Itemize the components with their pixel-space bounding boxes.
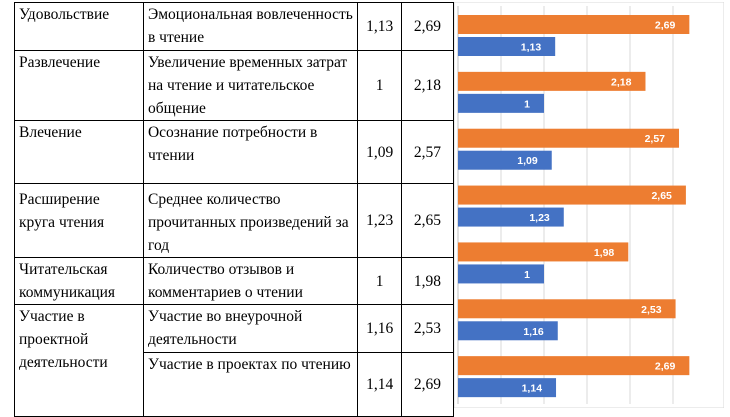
bar (458, 150, 552, 170)
bar (458, 242, 629, 262)
bar (458, 93, 544, 113)
bar-data-label: 2,57 (645, 133, 666, 145)
bar (458, 321, 558, 341)
criterion-cell: Развлечение (14, 50, 144, 121)
criterion-cell: Расширение круга чтения (14, 183, 144, 258)
table-row: Расширение круга чтения Среднее количест… (14, 183, 455, 258)
table-row: Участие в проектах по чтению 1,14 2,69 (15, 352, 455, 417)
indicator-cell: Увеличение временных затрат на чтение и … (142, 50, 359, 121)
before-value-cell: 1,16 (357, 304, 402, 353)
after-value-cell: 2,18 (400, 50, 455, 121)
bar (458, 378, 557, 398)
bar-chart: 2,69 1,13 2,18 1 2,57 1,09 2,65 1,23 1,98 1 2,53 1,… (454, 2, 724, 408)
indicator-cell: Осознание потребности в чтении (142, 120, 359, 184)
bar (458, 71, 646, 91)
bar-data-label: 1,09 (517, 155, 538, 167)
table-row: Развлечение Увеличение временных затрат … (14, 50, 455, 121)
indicator-cell: Участие в проектах по чтению (142, 352, 359, 417)
bar-data-label: 1 (524, 98, 530, 110)
after-value-cell: 2,57 (400, 120, 455, 184)
after-value-cell: 2,65 (400, 183, 455, 258)
indicator-cell: Эмоциональная вовлеченность в чтение (142, 2, 359, 51)
bar (458, 264, 544, 284)
indicator-cell: Количество отзывов и комментариев о чтен… (142, 257, 359, 305)
bar-data-label: 1 (524, 269, 530, 281)
bar-data-label: 1,16 (523, 326, 544, 338)
criterion-cell: Влечение (14, 120, 144, 184)
before-value-cell: 1,13 (357, 2, 402, 51)
indicator-cell: Участие во внеурочной деятельности (142, 304, 359, 353)
after-value-cell: 2,69 (400, 2, 455, 51)
bar-data-label: 2,53 (641, 304, 662, 316)
table-row: Читательская коммуникация Количество отз… (14, 257, 455, 305)
table-row: Удовольствие Эмоциональная вовлеченность… (14, 2, 455, 51)
bar-data-label: 1,98 (594, 247, 615, 259)
chart-background (454, 2, 724, 408)
bar (458, 207, 564, 227)
bar (458, 299, 676, 319)
bar (458, 128, 680, 148)
bar-data-label: 2,18 (611, 76, 632, 88)
bar (458, 15, 690, 34)
bar (458, 185, 686, 205)
indicator-cell: Среднее количество прочитанных произведе… (142, 183, 359, 258)
bar-data-label: 2,65 (651, 190, 672, 202)
criterion-cell: Участие в проектной деятельности (14, 304, 144, 417)
table-row: Участие в проектной деятельности Участие… (14, 304, 455, 417)
table-row: Влечение Осознание потребности в чтении … (14, 120, 455, 184)
data-table: Удовольствие Эмоциональная вовлеченность… (14, 2, 455, 417)
before-value-cell: 1,09 (357, 120, 402, 184)
bar-data-label: 2,69 (655, 20, 676, 32)
bar-data-label: 2,69 (655, 361, 676, 373)
bar-data-label: 1,14 (522, 383, 543, 395)
bar (458, 37, 556, 56)
after-value-cell: 1,98 (400, 257, 455, 305)
criterion-cell: Читательская коммуникация (14, 257, 144, 305)
criterion-cell: Удовольствие (14, 2, 144, 51)
after-value-cell: 2,69 (400, 352, 455, 417)
bar (458, 356, 690, 376)
before-value-cell: 1 (357, 257, 402, 305)
before-value-cell: 1,23 (357, 183, 402, 258)
before-value-cell: 1 (357, 50, 402, 121)
bar-data-label: 1,13 (521, 42, 542, 54)
before-value-cell: 1,14 (357, 352, 402, 417)
bar-data-label: 1,23 (529, 212, 550, 224)
after-value-cell: 2,53 (400, 304, 455, 353)
